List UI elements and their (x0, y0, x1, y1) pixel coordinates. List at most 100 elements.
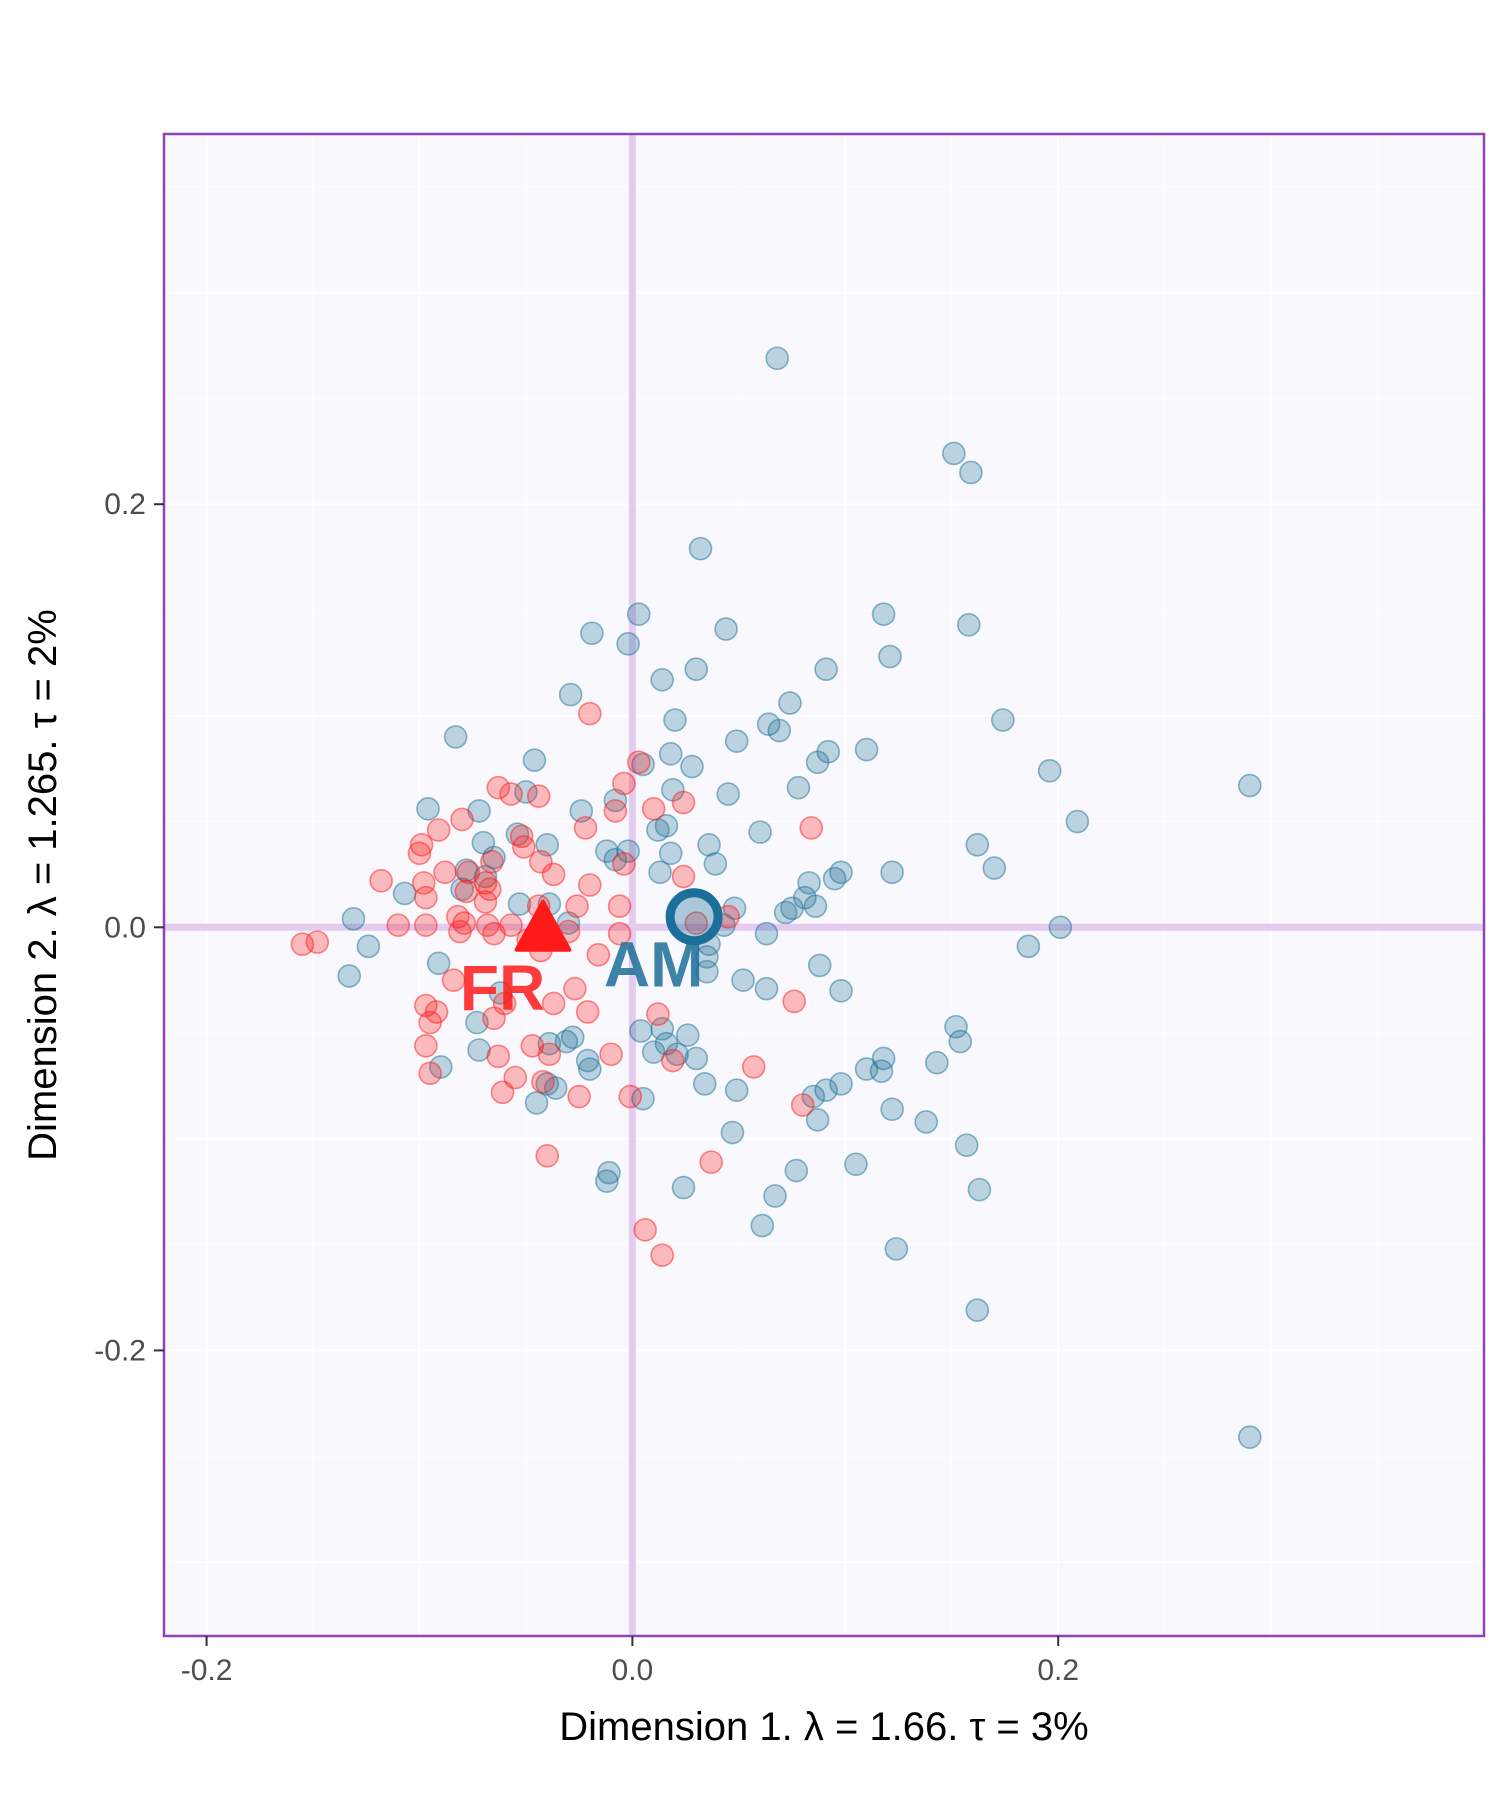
point-fr (369, 868, 393, 893)
point-am (595, 1169, 619, 1193)
point-fr (684, 911, 709, 935)
point-am (780, 896, 804, 921)
point-am (658, 742, 683, 766)
point-am (829, 860, 853, 885)
point-am (803, 894, 828, 918)
point-am (714, 617, 738, 641)
point-fr (641, 797, 666, 821)
point-am (1037, 758, 1062, 783)
point-am (844, 1152, 868, 1177)
point-fr (414, 885, 438, 910)
y-axis-title: Dimension 2. λ = 1.265. τ = 2% (21, 609, 65, 1161)
point-am (558, 682, 583, 707)
point-am (871, 602, 896, 627)
point-am (965, 833, 990, 857)
point-fr (482, 921, 506, 946)
point-am (944, 1014, 968, 1039)
group-centroids (514, 888, 723, 952)
point-am (965, 1298, 990, 1323)
group-labels: AM FR (460, 929, 704, 1024)
point-am (750, 1213, 775, 1238)
x-tick-label: 0.2 (1037, 1654, 1079, 1687)
point-am (914, 1110, 938, 1134)
point-am (731, 968, 755, 992)
point-fr (407, 841, 432, 866)
point-am (880, 860, 904, 885)
point-am (616, 632, 640, 656)
point-am (869, 1059, 894, 1083)
point-am (954, 1133, 979, 1158)
point-fr (612, 852, 636, 876)
point-am (1065, 809, 1090, 834)
point-am (716, 782, 740, 806)
point-fr (290, 932, 315, 957)
point-am (767, 718, 792, 743)
point-fr (512, 835, 536, 859)
origin-lines (164, 134, 1484, 1636)
point-fr (599, 1042, 623, 1067)
point-fr (626, 750, 651, 775)
point-am (878, 644, 902, 669)
point-fr (661, 1048, 685, 1073)
point-am (763, 1184, 787, 1208)
point-am (507, 892, 532, 916)
point-fr (578, 873, 602, 897)
point-am (956, 612, 981, 637)
point-am (337, 964, 362, 988)
point-fr (603, 799, 628, 823)
point-fr (799, 816, 824, 840)
point-am (925, 1050, 949, 1075)
point-am (814, 657, 838, 682)
point-am (356, 934, 381, 959)
point-fr (526, 784, 551, 808)
point-am (784, 1158, 809, 1183)
point-fr (671, 864, 696, 889)
point-am (805, 750, 830, 775)
point-am (514, 780, 538, 804)
point-fr (541, 862, 566, 887)
x-axis-ticks: -0.2 0.0 0.2 (181, 1636, 1079, 1687)
point-am (663, 708, 687, 732)
point-fr (490, 1080, 515, 1105)
point-fr (782, 989, 806, 1014)
point-am (991, 708, 1015, 732)
point-am (703, 852, 728, 876)
point-fr (499, 782, 523, 806)
point-am (724, 729, 749, 753)
point-am (786, 775, 811, 800)
point-fr (486, 775, 511, 800)
y-axis-ticks: -0.2 0.0 0.2 (94, 488, 164, 1367)
point-fr (650, 1243, 674, 1268)
point-am (797, 871, 821, 895)
point-am (443, 725, 468, 749)
point-am (754, 921, 779, 946)
point-am (522, 748, 547, 772)
point-fr (486, 1044, 511, 1069)
point-fr (448, 919, 472, 944)
point-am (724, 1078, 749, 1103)
point-fr (531, 1069, 555, 1094)
point-fr (414, 913, 438, 937)
point-am (650, 667, 674, 692)
point-fr (535, 1143, 560, 1168)
point-fr (441, 968, 466, 992)
point-fr (409, 833, 434, 857)
point-am (648, 860, 672, 885)
point-am (575, 1048, 600, 1073)
point-fr (386, 913, 410, 937)
point-am (616, 839, 640, 863)
point-am (578, 1057, 602, 1081)
x-tick-label: -0.2 (181, 1654, 233, 1687)
point-fr (454, 879, 479, 904)
point-fr (607, 894, 632, 918)
point-fr (418, 1061, 442, 1086)
point-am (854, 1057, 879, 1081)
point-am (626, 602, 651, 627)
point-am (665, 1042, 689, 1067)
point-fr (446, 904, 470, 929)
point-fr (414, 1033, 438, 1058)
point-am (426, 951, 451, 976)
point-am (1048, 915, 1073, 940)
centroid-am (665, 888, 723, 946)
point-am (822, 866, 847, 891)
